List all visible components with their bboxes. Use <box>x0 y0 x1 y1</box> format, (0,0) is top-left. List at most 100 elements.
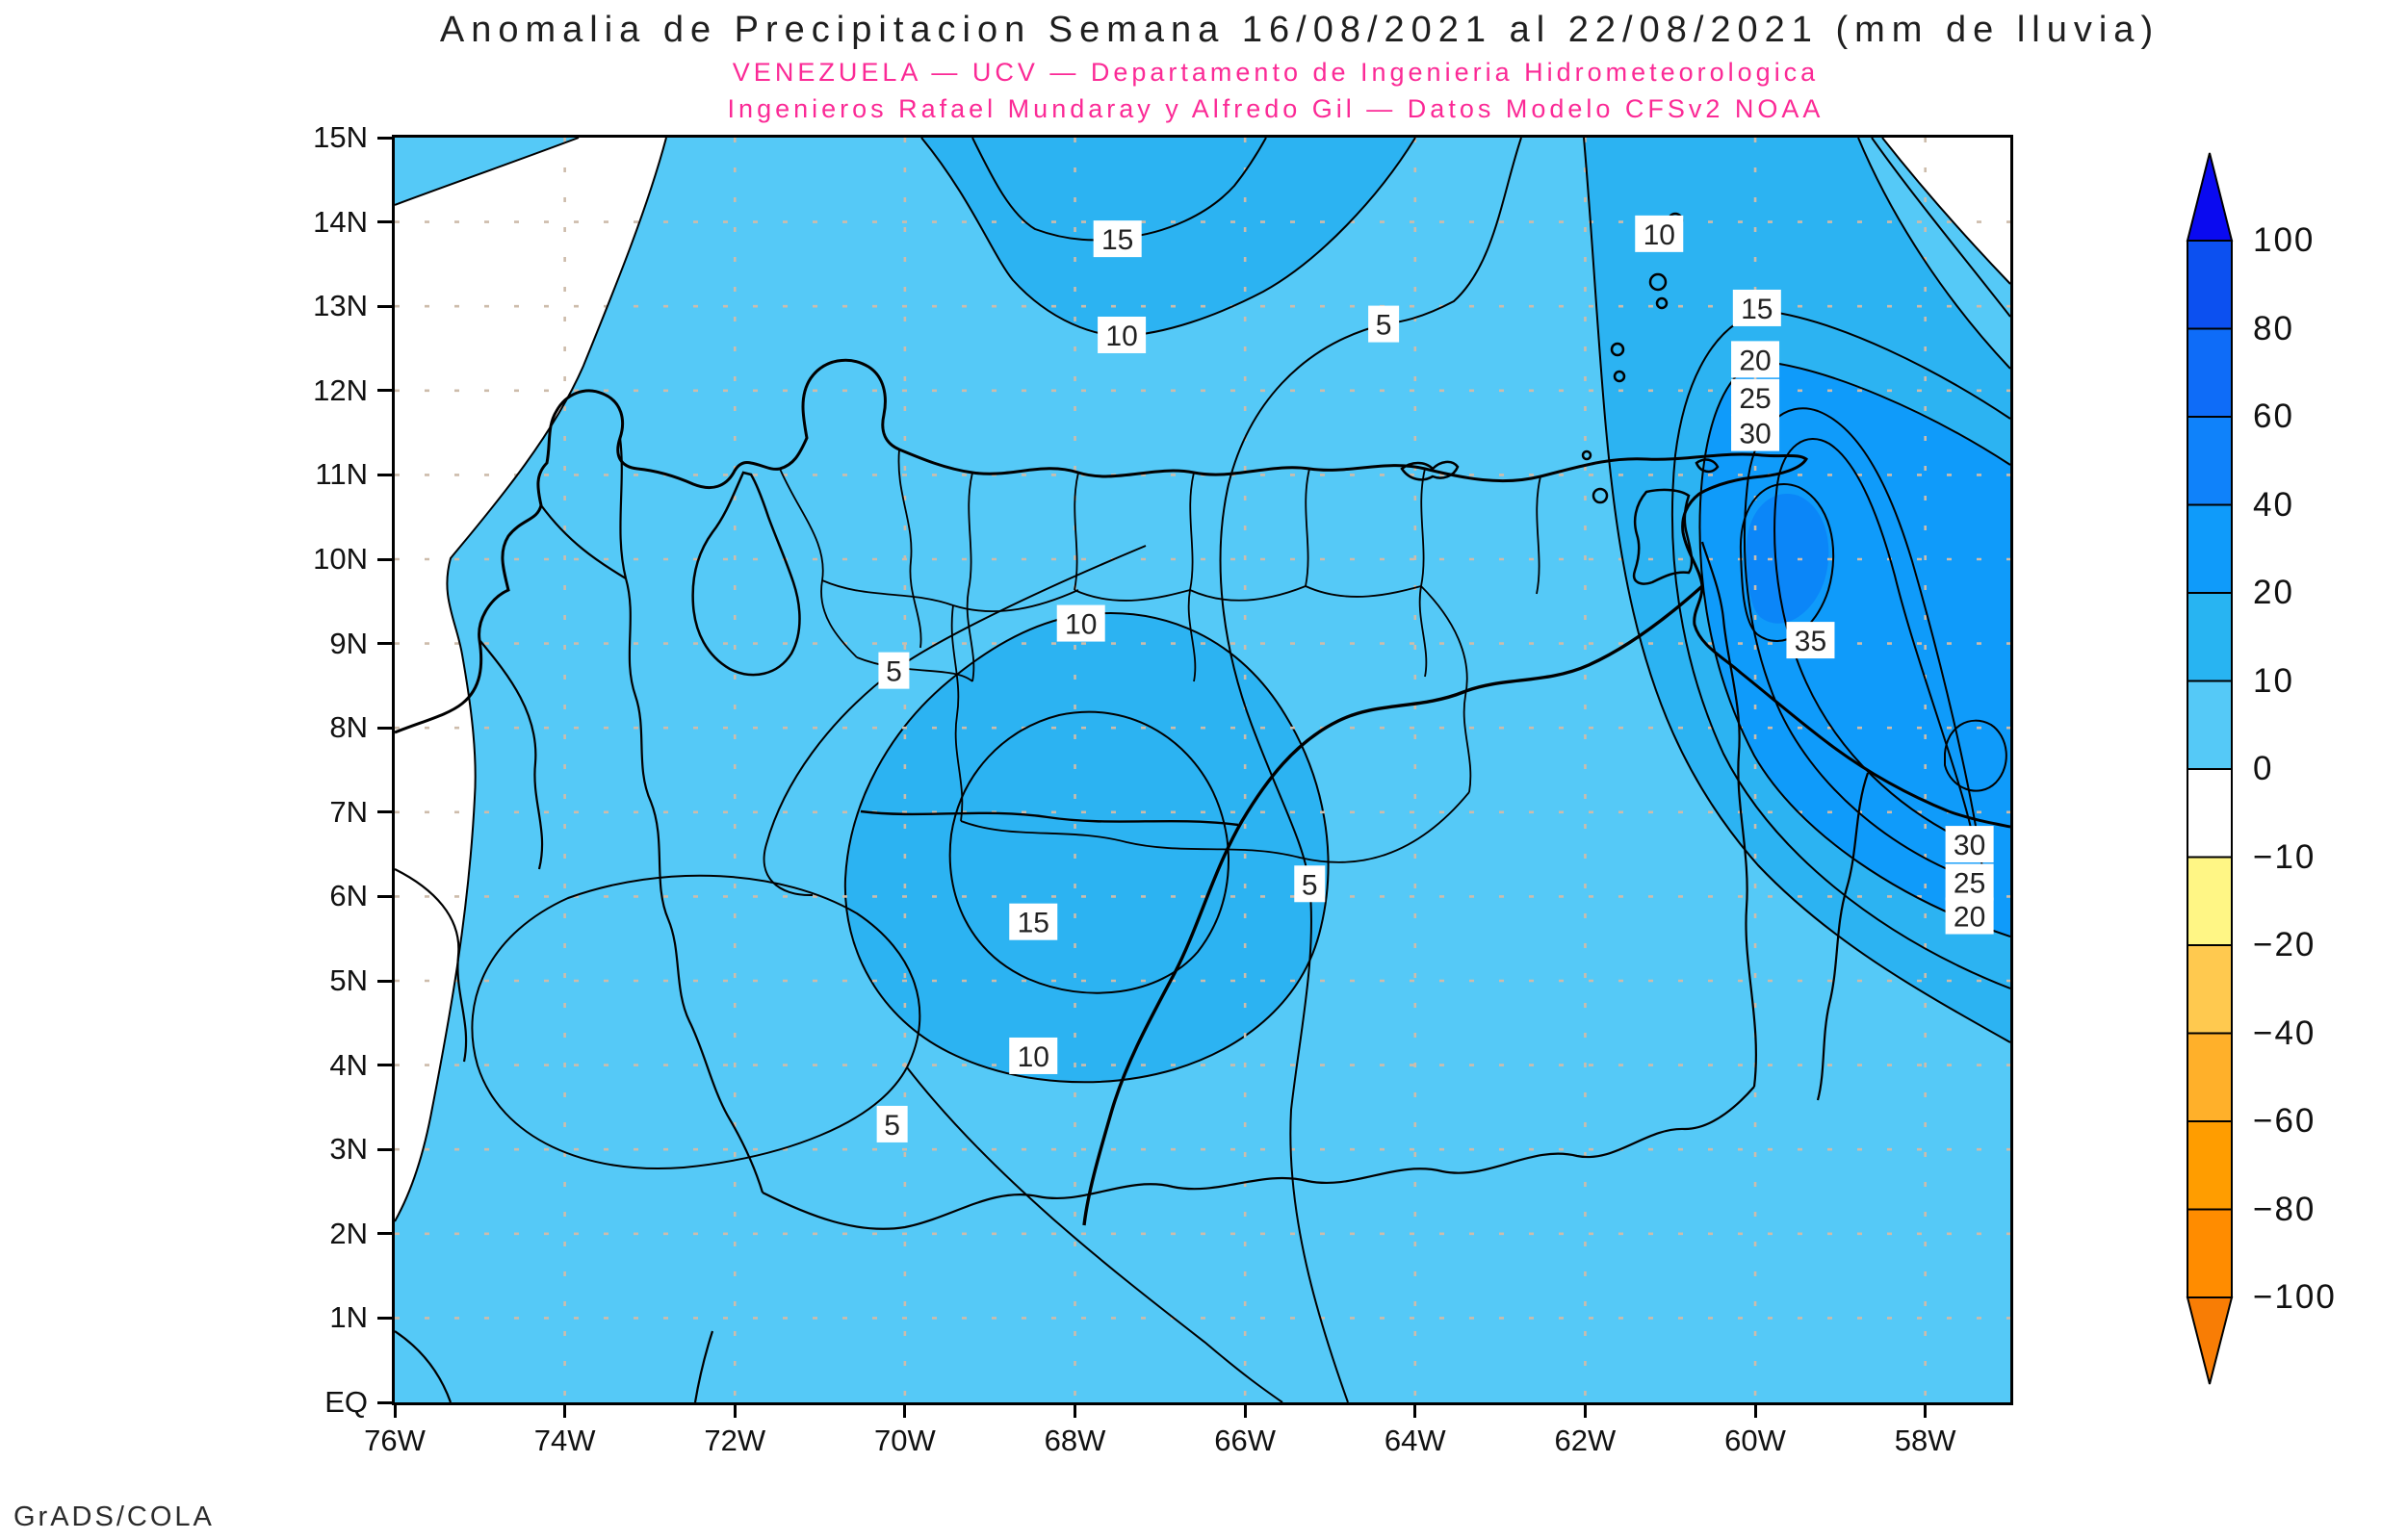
x-axis-label-60W: 60W <box>1724 1424 1786 1457</box>
country-borders <box>395 437 1870 1402</box>
contour-0-northeast <box>1881 138 2010 285</box>
contour-label-text: 15 <box>1018 908 1049 939</box>
lesser-antilles-islands <box>1581 212 1684 504</box>
colorbar-segment-0 <box>2187 768 2233 859</box>
colorbar-label-−80: −80 <box>2253 1190 2316 1228</box>
geography <box>395 212 2010 1402</box>
chart-title: Anomalia de Precipitacion Semana 16/08/2… <box>439 10 2161 50</box>
contour-label-text: 25 <box>1739 383 1771 415</box>
y-axis-tick <box>377 557 395 561</box>
y-axis-tick <box>377 1316 395 1320</box>
y-axis-label-13N: 13N <box>313 289 368 323</box>
y-axis-label-1N: 1N <box>329 1300 368 1335</box>
contour-label-15: 15 <box>1009 903 1058 940</box>
island-tobago <box>1695 458 1720 474</box>
colorbar-label-40: 40 <box>2253 485 2294 524</box>
y-axis-label-8N: 8N <box>329 710 368 745</box>
colorbar-label-−20: −20 <box>2253 926 2316 963</box>
contour-label-30: 30 <box>1945 826 1994 863</box>
fill-band-10-20-top <box>921 138 1415 336</box>
contour-5-southwest-tail <box>906 1066 1283 1402</box>
y-axis-label-12N: 12N <box>313 372 368 407</box>
contour-label-25: 25 <box>1731 378 1780 416</box>
y-axis-label-10N: 10N <box>313 542 368 576</box>
colorbar-label-10: 10 <box>2253 661 2294 700</box>
island-trinidad <box>1632 488 1694 585</box>
y-axis-label-4N: 4N <box>329 1047 368 1082</box>
contour-label-text: 5 <box>886 656 902 688</box>
colorbar-segment-−80 <box>2187 1208 2233 1298</box>
contour-label-text: 15 <box>1741 294 1773 325</box>
colorbar-segment-10 <box>2187 680 2233 770</box>
colorbar-segment-60 <box>2187 416 2233 506</box>
contour-label-text: 10 <box>1643 219 1675 251</box>
y-axis-tick <box>377 1064 395 1067</box>
colorbar-label-−40: −40 <box>2253 1014 2316 1052</box>
contour-10-east <box>1583 138 2010 1043</box>
y-axis-label-EQ: EQ <box>324 1385 368 1419</box>
fill-band-negative-northeast <box>1882 138 2010 284</box>
rivers <box>860 584 1704 1226</box>
contour-10-east-ne-flank <box>1857 138 2010 370</box>
x-axis-label-62W: 62W <box>1554 1424 1617 1457</box>
contour-label-text: 20 <box>1954 902 1985 934</box>
y-axis-label-14N: 14N <box>313 204 368 239</box>
colorbar-legend <box>2186 152 2234 1385</box>
contour-label-text: 10 <box>1065 609 1097 641</box>
contour-5-east-long <box>1219 138 1522 1402</box>
colorbar-segment-20 <box>2187 592 2233 682</box>
contour-label-20: 20 <box>1945 897 1994 935</box>
x-axis-tick <box>393 1402 397 1418</box>
colorbar-segment-100 <box>2187 240 2233 330</box>
contour-30-east <box>1773 438 1977 847</box>
contour-label-5: 5 <box>878 652 910 689</box>
x-axis-tick <box>1074 1402 1077 1418</box>
x-axis-label-68W: 68W <box>1044 1424 1106 1457</box>
x-axis-label-72W: 72W <box>704 1424 766 1457</box>
y-axis-label-9N: 9N <box>329 626 368 660</box>
contour-15-east <box>1670 309 2010 989</box>
colorbar-label-80: 80 <box>2253 309 2294 347</box>
y-axis-label-3N: 3N <box>329 1132 368 1167</box>
y-axis-label-11N: 11N <box>315 457 368 492</box>
colorbar-segment-40 <box>2187 503 2233 594</box>
y-axis-tick <box>377 1232 395 1236</box>
y-axis-label-5N: 5N <box>329 963 368 997</box>
y-axis-tick <box>377 220 395 224</box>
x-axis-label-76W: 76W <box>364 1424 426 1457</box>
colorbar-label-−100: −100 <box>2253 1278 2337 1316</box>
colorbar-segment-−10 <box>2187 856 2233 946</box>
contour-label-15: 15 <box>1732 289 1781 326</box>
contour-label-10: 10 <box>1009 1037 1058 1074</box>
contour-label-text: 10 <box>1105 321 1137 352</box>
orinoco-river <box>1082 584 1704 1226</box>
y-axis-tick <box>377 389 395 393</box>
x-axis-tick <box>1413 1402 1417 1418</box>
y-axis-tick <box>377 642 395 646</box>
y-axis-label-2N: 2N <box>329 1216 368 1250</box>
contour-label-10: 10 <box>1098 316 1147 353</box>
map-plot-area: 15 10 5 10 15 20 25 30 35 10 5 15 5 30 25 20 10 5 <box>392 135 2013 1405</box>
colorbar-arrow-bottom <box>2186 1296 2234 1385</box>
contour-label-15: 15 <box>1093 220 1142 258</box>
colorbar-segment-−60 <box>2187 1120 2233 1211</box>
fill-band-negative-west <box>395 138 666 1221</box>
chart-subtitle-authors: Ingenieros Rafael Mundaray y Alfredo Gil… <box>727 94 1825 123</box>
y-axis-tick <box>377 136 395 140</box>
contour-20-east <box>1698 359 2010 937</box>
contour-label-30: 30 <box>1731 414 1780 451</box>
y-axis-label-7N: 7N <box>329 794 368 829</box>
colorbar-label-−60: −60 <box>2253 1102 2316 1140</box>
colorbar-segment-−20 <box>2187 944 2233 1035</box>
contour-label-5: 5 <box>1294 865 1326 903</box>
x-axis-label-74W: 74W <box>533 1424 596 1457</box>
fill-band-10-20-center <box>843 612 1330 1084</box>
y-axis-tick <box>377 1147 395 1151</box>
x-axis-tick <box>903 1402 907 1418</box>
lake-maracaibo <box>691 471 801 677</box>
contour-label-20: 20 <box>1731 341 1780 378</box>
x-axis-tick <box>1243 1402 1247 1418</box>
